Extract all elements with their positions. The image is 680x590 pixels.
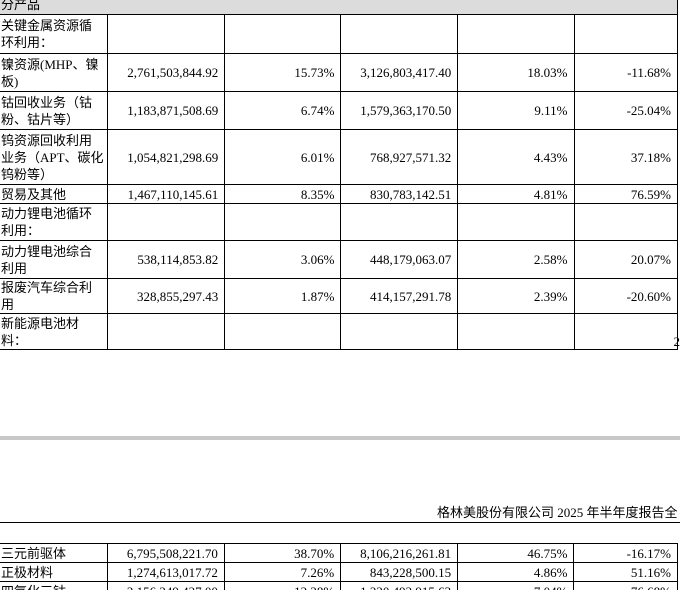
cell-current-share: 6.74% <box>224 91 342 130</box>
row-label: 动力锂电池综合利用 <box>0 240 109 279</box>
cell-yoy-change <box>573 313 679 350</box>
report-header: 格林美股份有限公司 2025 年半年度报告全 <box>437 505 678 520</box>
cell-prior-share: 46.75% <box>457 543 575 563</box>
table-row: 钴回收业务（钴粉、钴片等） 1,183,871,508.69 6.74% 1,5… <box>0 91 679 130</box>
cell-current-revenue: 1,274,613,017.72 <box>107 562 225 582</box>
table-row: 报废汽车综合利用 328,855,297.43 1.87% 414,157,29… <box>0 278 679 314</box>
product-revenue-table: 分产品 关键金属资源循环利用： 镍资源(MHP、镍板) 2,761,503,84… <box>0 0 679 350</box>
cell-current-revenue: 1,467,110,145.61 <box>107 184 226 204</box>
cell-yoy-change <box>573 14 679 54</box>
cell-prior-share: 2.39% <box>457 278 575 314</box>
cell-current-revenue: 2,156,249,427.00 <box>107 581 225 590</box>
cell-current-revenue: 538,114,853.82 <box>107 240 226 279</box>
row-label: 贸易及其他 <box>0 184 109 204</box>
cell-prior-share <box>457 14 575 54</box>
cell-prior-share: 4.43% <box>457 129 575 185</box>
cell-current-share: 7.26% <box>223 562 342 582</box>
cell-current-revenue: 328,855,297.43 <box>107 278 226 314</box>
cell-yoy-change: 76.68% <box>573 581 678 590</box>
table-row: 镍资源(MHP、镍板) 2,761,503,844.92 15.73% 3,12… <box>0 53 679 92</box>
cell-prior-revenue: 1,579,363,170.50 <box>340 91 459 130</box>
cell-current-share <box>224 14 342 54</box>
table-section-row: 分产品 <box>0 0 678 15</box>
cell-prior-share <box>457 313 575 350</box>
header-rule <box>0 522 680 523</box>
cell-prior-revenue: 843,228,500.15 <box>340 562 459 582</box>
table-row: 钨资源回收利用业务（APT、碳化钨粉等） 1,054,821,298.69 6.… <box>0 129 679 185</box>
section-label: 分产品 <box>0 0 678 15</box>
cell-current-share <box>224 203 342 241</box>
cell-yoy-change: -25.04% <box>573 91 679 130</box>
cell-yoy-change: 37.18% <box>573 129 679 185</box>
cell-yoy-change <box>573 203 679 241</box>
row-label: 钨资源回收利用业务（APT、碳化钨粉等） <box>0 129 109 185</box>
cell-current-revenue: 2,761,503,844.92 <box>107 53 226 92</box>
cell-prior-share: 4.81% <box>457 184 575 204</box>
cell-current-revenue: 6,795,508,221.70 <box>107 543 225 563</box>
cell-yoy-change: -16.17% <box>573 543 678 563</box>
cell-current-share: 1.87% <box>224 278 342 314</box>
cell-current-share: 15.73% <box>224 53 342 92</box>
cell-current-revenue <box>107 313 226 350</box>
cell-current-share <box>224 313 342 350</box>
cell-prior-revenue: 3,126,803,417.40 <box>340 53 459 92</box>
cell-current-revenue <box>107 14 226 54</box>
cell-yoy-change: 20.07% <box>573 240 679 279</box>
cell-prior-share: 9.11% <box>457 91 575 130</box>
cell-prior-share: 2.58% <box>457 240 575 279</box>
row-label: 报废汽车综合利用 <box>0 278 109 314</box>
table-row: 动力锂电池综合利用 538,114,853.82 3.06% 448,179,0… <box>0 240 679 279</box>
cell-current-revenue: 1,054,821,298.69 <box>107 129 226 185</box>
cell-yoy-change: -11.68% <box>573 53 679 92</box>
cell-prior-revenue: 830,783,142.51 <box>340 184 459 204</box>
cell-current-share: 8.35% <box>224 184 342 204</box>
cell-prior-revenue: 448,179,063.07 <box>340 240 459 279</box>
cell-current-share: 12.28% <box>223 581 342 590</box>
cell-prior-share: 7.04% <box>457 581 575 590</box>
table-row: 三元前驱体 6,795,508,221.70 38.70% 8,106,216,… <box>0 543 678 563</box>
cell-prior-share <box>457 203 575 241</box>
row-label: 四氧化三钴 <box>0 581 109 590</box>
cell-current-share: 38.70% <box>223 543 342 563</box>
row-label: 关键金属资源循环利用： <box>0 14 109 54</box>
table-row: 贸易及其他 1,467,110,145.61 8.35% 830,783,142… <box>0 184 679 204</box>
row-label: 三元前驱体 <box>0 543 109 563</box>
page-separator <box>0 436 680 440</box>
cell-prior-share: 4.86% <box>457 562 575 582</box>
cell-yoy-change: 51.16% <box>573 562 678 582</box>
document-page-1: 分产品 关键金属资源循环利用： 镍资源(MHP、镍板) 2,761,503,84… <box>0 0 680 350</box>
page-number: 2 <box>673 334 680 349</box>
table-row: 关键金属资源循环利用： <box>0 14 679 54</box>
cell-current-revenue <box>107 203 226 241</box>
table-row: 正极材料 1,274,613,017.72 7.26% 843,228,500.… <box>0 562 678 582</box>
row-label: 正极材料 <box>0 562 109 582</box>
document-page-2: 格林美股份有限公司 2025 年半年度报告全 三元前驱体 6,795,508,2… <box>0 440 680 590</box>
row-label: 钴回收业务（钴粉、钴片等） <box>0 91 109 130</box>
row-label: 动力锂电池循环利用： <box>0 203 109 241</box>
cell-prior-revenue: 8,106,216,261.81 <box>340 543 459 563</box>
cell-current-share: 3.06% <box>224 240 342 279</box>
cell-prior-revenue: 414,157,291.78 <box>340 278 459 314</box>
product-revenue-table-continued: 三元前驱体 6,795,508,221.70 38.70% 8,106,216,… <box>0 543 678 590</box>
cell-prior-revenue: 1,220,492,915.63 <box>340 581 459 590</box>
cell-yoy-change: -20.60% <box>573 278 679 314</box>
row-label: 镍资源(MHP、镍板) <box>0 53 109 92</box>
cell-prior-revenue <box>340 203 459 241</box>
table-row: 新能源电池材料： <box>0 313 679 350</box>
cell-prior-revenue: 768,927,571.32 <box>340 129 459 185</box>
cell-prior-revenue <box>340 313 459 350</box>
table-row: 动力锂电池循环利用： <box>0 203 679 241</box>
cell-current-share: 6.01% <box>224 129 342 185</box>
cell-current-revenue: 1,183,871,508.69 <box>107 91 226 130</box>
cell-yoy-change: 76.59% <box>573 184 679 204</box>
cell-prior-revenue <box>340 14 459 54</box>
row-label: 新能源电池材料： <box>0 313 109 350</box>
cell-prior-share: 18.03% <box>457 53 575 92</box>
table-row: 四氧化三钴 2,156,249,427.00 12.28% 1,220,492,… <box>0 581 678 590</box>
